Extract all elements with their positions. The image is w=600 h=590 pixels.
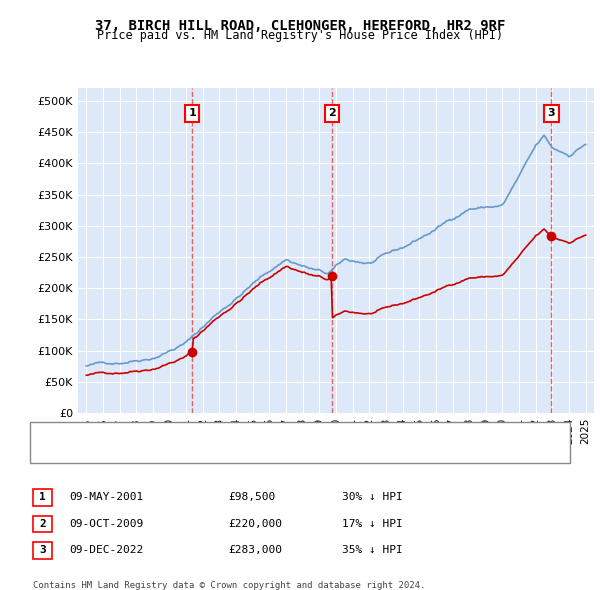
- Text: HPI: Average price, detached house, Herefordshire: HPI: Average price, detached house, Here…: [105, 448, 411, 458]
- Text: ─────: ─────: [48, 446, 86, 460]
- Text: Contains HM Land Registry data © Crown copyright and database right 2024.: Contains HM Land Registry data © Crown c…: [33, 581, 425, 590]
- Text: 35% ↓ HPI: 35% ↓ HPI: [342, 546, 403, 555]
- Text: 09-MAY-2001: 09-MAY-2001: [69, 493, 143, 502]
- Text: ─────: ─────: [48, 427, 86, 440]
- Text: 09-DEC-2022: 09-DEC-2022: [69, 546, 143, 555]
- Text: 1: 1: [39, 493, 46, 502]
- Text: £220,000: £220,000: [228, 519, 282, 529]
- Text: Price paid vs. HM Land Registry's House Price Index (HPI): Price paid vs. HM Land Registry's House …: [97, 30, 503, 42]
- Text: 37, BIRCH HILL ROAD, CLEHONGER, HEREFORD, HR2 9RF (detached house): 37, BIRCH HILL ROAD, CLEHONGER, HEREFORD…: [105, 428, 517, 438]
- Text: 30% ↓ HPI: 30% ↓ HPI: [342, 493, 403, 502]
- Text: 17% ↓ HPI: 17% ↓ HPI: [342, 519, 403, 529]
- Text: 3: 3: [548, 109, 555, 119]
- Text: £98,500: £98,500: [228, 493, 275, 502]
- Text: 3: 3: [39, 546, 46, 555]
- Text: 37, BIRCH HILL ROAD, CLEHONGER, HEREFORD, HR2 9RF: 37, BIRCH HILL ROAD, CLEHONGER, HEREFORD…: [95, 19, 505, 33]
- Text: 2: 2: [39, 519, 46, 529]
- Text: £283,000: £283,000: [228, 546, 282, 555]
- Text: 09-OCT-2009: 09-OCT-2009: [69, 519, 143, 529]
- Text: 1: 1: [188, 109, 196, 119]
- Text: 2: 2: [328, 109, 336, 119]
